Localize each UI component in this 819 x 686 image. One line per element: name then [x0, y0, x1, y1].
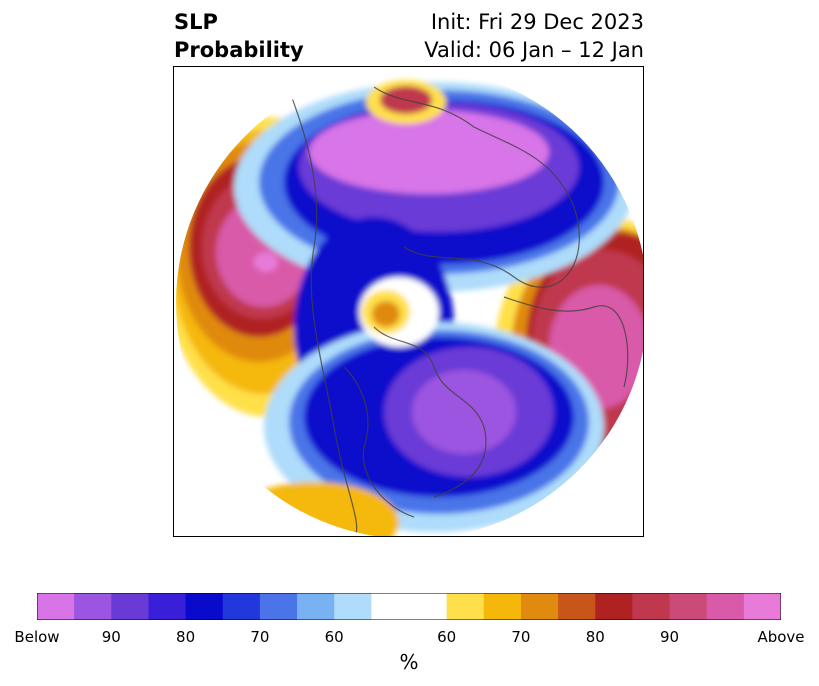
colorbar-swatch — [74, 593, 112, 620]
unit-label: % — [399, 650, 419, 674]
colorbar-tick-label: 90 — [660, 628, 680, 646]
variable-subtitle: Probability — [174, 38, 304, 62]
colorbar-tick-label: 70 — [511, 628, 531, 646]
map-panel — [173, 66, 644, 537]
colorbar-swatch — [632, 593, 671, 620]
valid-period: Valid: 06 Jan – 12 Jan — [424, 38, 644, 62]
colorbar-tick-label: 80 — [585, 628, 605, 646]
colorbar-swatch — [669, 593, 708, 620]
colorbar-swatch — [37, 593, 75, 620]
colorbar-swatch — [706, 593, 745, 620]
colorbar-swatch — [371, 593, 448, 620]
colorbar-swatch — [148, 593, 187, 620]
colorbar-swatch — [743, 593, 781, 620]
colorbar-tick-label: 80 — [176, 628, 196, 646]
colorbar-tick-label: 90 — [101, 628, 121, 646]
title-block-right: Init: Fri 29 Dec 2023 Valid: 06 Jan – 12… — [424, 8, 644, 64]
init-date: Init: Fri 29 Dec 2023 — [430, 10, 644, 34]
title-block-left: SLP Probability — [174, 8, 304, 64]
colorbar-swatch — [483, 593, 522, 620]
colorbar-swatch — [297, 593, 335, 620]
variable-title: SLP — [174, 10, 218, 34]
asia-below-core — [309, 110, 549, 194]
colorbar-tick-label: Above — [757, 628, 805, 646]
colorbar-tick-label: Below — [14, 628, 60, 646]
probability-map — [176, 67, 643, 536]
colorbar-swatch — [334, 593, 372, 620]
coastlines — [283, 76, 629, 536]
colorbar-swatch — [222, 593, 261, 620]
colorbar-tick-label: 60 — [324, 628, 344, 646]
colorbar-swatch — [520, 593, 559, 620]
namerica-below-core — [412, 370, 516, 454]
colorbar-tick-label: 70 — [250, 628, 270, 646]
colorbar-swatch — [558, 593, 596, 620]
polar-above-2 — [372, 301, 400, 327]
colorbar-swatch — [259, 593, 298, 620]
colorbar-tick-label: 60 — [437, 628, 457, 646]
pacific-above-core — [254, 252, 278, 272]
colorbar-swatch — [111, 593, 149, 620]
colorbar-swatch — [446, 593, 485, 620]
colorbar-swatch — [595, 593, 633, 620]
colorbar-swatch — [185, 593, 224, 620]
colorbar — [37, 593, 781, 620]
